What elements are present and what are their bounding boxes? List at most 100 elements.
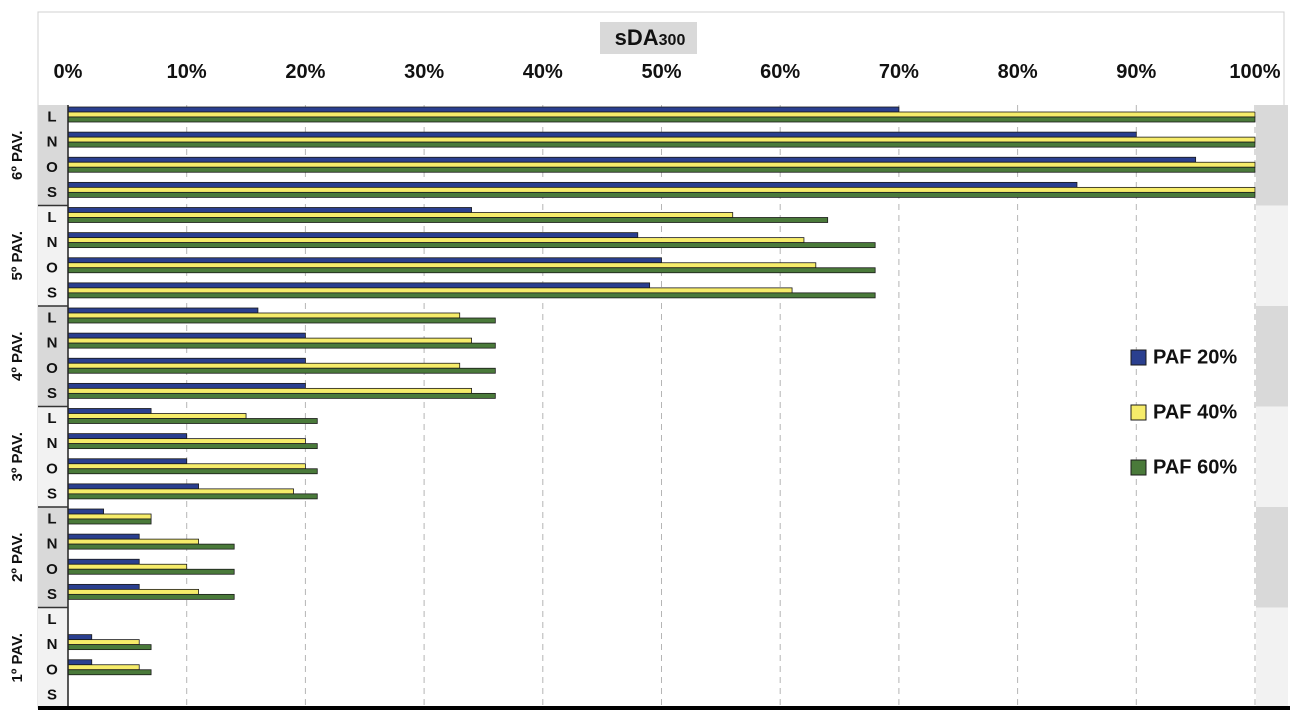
legend-swatch (1130, 459, 1147, 476)
bar-paf-20- (67, 533, 140, 540)
floor-bands (37, 11, 1288, 709)
floor-label: 1º PAV. (9, 633, 26, 682)
orientation-label: N (47, 636, 58, 653)
bar-paf-40- (67, 136, 1256, 143)
floor-label: 5º PAV. (9, 231, 26, 280)
bar-paf-60- (67, 217, 829, 223)
orientation-label: N (47, 234, 58, 251)
floor-label: 2º PAV. (9, 533, 26, 582)
orientation-label: L (47, 109, 56, 126)
orientation-label: N (47, 335, 58, 352)
x-tick-label: 50% (641, 61, 681, 83)
bar-paf-40- (67, 588, 199, 595)
bar-paf-60- (67, 342, 496, 349)
bar-paf-60- (67, 468, 318, 475)
floor-band-left (38, 205, 68, 306)
bar-paf-40- (67, 161, 1256, 168)
axes (38, 105, 1290, 710)
tick-labels: 0% 10% 20% 30% 40% 50% 60% 70% 80% 90% 100% (54, 61, 1281, 83)
orientation-label: L (47, 209, 56, 226)
bar-paf-60- (67, 317, 496, 324)
bar-paf-20- (67, 408, 152, 414)
floor-band-right (1256, 406, 1288, 507)
bar-paf-20- (67, 508, 105, 515)
bar-paf-20- (67, 659, 93, 666)
chart-title-main: sDA (615, 25, 659, 50)
orientation-label: L (47, 511, 56, 528)
orientation-label: N (47, 435, 58, 452)
floor-band-left (38, 607, 68, 708)
chart-title-sub: 300 (659, 32, 686, 49)
floor-band-right (1256, 607, 1288, 708)
x-tick-label: 100% (1229, 61, 1280, 83)
bar-paf-20- (67, 583, 140, 590)
orientation-label: L (47, 410, 56, 427)
bar-paf-60- (67, 242, 876, 249)
orientation-label: S (47, 385, 57, 402)
orientation-label: S (47, 184, 57, 201)
floor-label: 4º PAV. (9, 332, 26, 381)
bar-paf-20- (67, 433, 188, 440)
bar-paf-20- (67, 181, 1078, 188)
orientation-label: L (47, 611, 56, 628)
x-tick-label: 20% (285, 61, 325, 83)
bar-paf-40- (67, 362, 461, 369)
floor-band-right (1256, 507, 1288, 608)
bar-paf-40- (67, 513, 152, 520)
bar-paf-40- (67, 287, 793, 294)
orientation-label: O (46, 460, 58, 477)
bar-paf-60- (67, 292, 876, 299)
bar-paf-20- (67, 131, 1137, 138)
legend: PAF 20% PAF 40% PAF 60% (1130, 346, 1237, 478)
bar-paf-20- (67, 332, 306, 339)
floor-label: 6º PAV. (9, 131, 26, 180)
bar-paf-20- (67, 156, 1197, 163)
grid-lines (186, 105, 1256, 708)
bar-paf-60- (67, 166, 1256, 173)
bar-paf-40- (67, 413, 247, 419)
floor-band-right (1256, 205, 1288, 306)
legend-swatch (1130, 404, 1147, 421)
bar-paf-60- (67, 418, 318, 424)
bar-paf-60- (67, 141, 1256, 148)
floor-band-right (1256, 306, 1288, 407)
bar-paf-40- (67, 438, 306, 445)
floor-band-right (1256, 105, 1288, 206)
bar-paf-20- (67, 558, 140, 565)
bar-paf-40- (67, 563, 188, 570)
bar-paf-20- (67, 257, 662, 264)
bar-paf-60- (67, 392, 496, 399)
orientation-label: L (47, 310, 56, 327)
orientation-label: S (47, 485, 57, 502)
bar-paf-20- (67, 106, 900, 113)
x-tick-label: 0% (54, 61, 83, 83)
bar-paf-60- (67, 493, 318, 500)
bar-paf-40- (67, 639, 140, 646)
bar-paf-40- (67, 337, 472, 344)
bar-paf-20- (67, 458, 188, 465)
bar-paf-40- (67, 312, 461, 319)
orientation-label: O (46, 561, 58, 578)
x-tick-label: 40% (523, 61, 563, 83)
bar-paf-40- (67, 488, 294, 495)
bar-paf-20- (67, 357, 306, 364)
bar-paf-20- (67, 307, 259, 314)
bar-paf-60- (67, 543, 235, 550)
orientation-label: O (46, 259, 58, 276)
bar-paf-40- (67, 111, 1256, 118)
bar-paf-60- (67, 593, 235, 600)
legend-swatch (1130, 349, 1147, 366)
bar-paf-60- (67, 568, 235, 575)
bar-paf-40- (67, 538, 199, 545)
chart-title-text: sDA300 (615, 25, 686, 50)
bar-paf-20- (67, 382, 306, 389)
floor-band-left (38, 306, 68, 407)
floor-band-left (38, 105, 68, 206)
orientation-label: O (46, 159, 58, 176)
bar-paf-20- (67, 232, 639, 239)
legend-label: PAF 60% (1153, 456, 1237, 478)
bar-paf-60- (67, 267, 876, 274)
bar-paf-60- (67, 367, 496, 374)
